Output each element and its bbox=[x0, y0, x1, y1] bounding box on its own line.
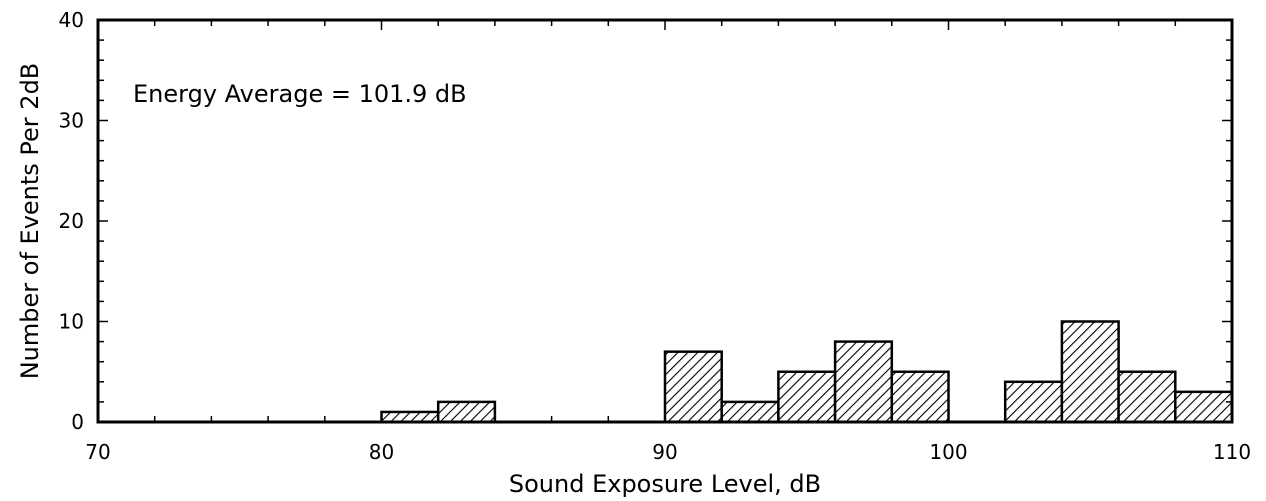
y-tick-label: 0 bbox=[71, 410, 84, 434]
bars-group bbox=[380, 320, 1234, 424]
bar-94-96 bbox=[777, 370, 837, 424]
y-axis-label: Number of Events Per 2dB bbox=[16, 63, 44, 380]
bar-98-100 bbox=[890, 370, 950, 424]
x-tick-label: 80 bbox=[369, 440, 394, 464]
bar-104-106 bbox=[1060, 320, 1120, 424]
x-tick-label: 100 bbox=[929, 440, 967, 464]
x-axis-label: Sound Exposure Level, dB bbox=[509, 470, 821, 498]
ticks-group bbox=[97, 19, 1233, 423]
y-tick-label: 40 bbox=[59, 8, 84, 32]
bar-92-94 bbox=[720, 400, 780, 424]
bar-96-98 bbox=[833, 340, 894, 424]
energy-average-annotation: Energy Average = 101.9 dB bbox=[133, 80, 467, 108]
y-tick-label: 20 bbox=[59, 209, 84, 233]
bar-82-84 bbox=[436, 400, 497, 424]
x-tick-label: 70 bbox=[85, 440, 110, 464]
x-tick-label: 90 bbox=[652, 440, 677, 464]
bar-106-108 bbox=[1117, 370, 1177, 424]
bar-108-110 bbox=[1174, 390, 1234, 424]
y-tick-label: 30 bbox=[59, 109, 84, 133]
bar-80-82 bbox=[380, 410, 440, 424]
tick-labels-group: 70 80 90 100 110 0 10 20 30 40 bbox=[59, 8, 1252, 464]
y-tick-label: 10 bbox=[59, 310, 84, 334]
bar-102-104 bbox=[1003, 380, 1064, 424]
bar-90-92 bbox=[663, 350, 723, 424]
x-tick-label: 110 bbox=[1213, 440, 1251, 464]
